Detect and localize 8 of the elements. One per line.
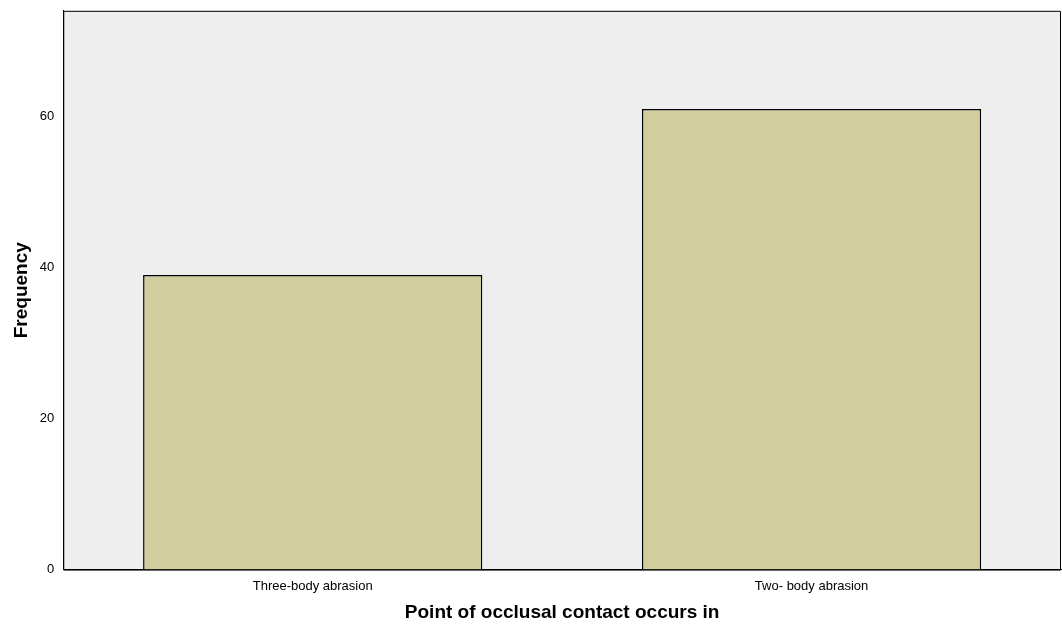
x-tick-label: Two- body abrasion — [754, 577, 869, 593]
x-axis-title: Point of occlusal contact occurs in — [404, 600, 720, 622]
y-tick-label: 40 — [39, 259, 55, 275]
y-tick-label: 20 — [39, 410, 55, 426]
y-tick-label: 60 — [39, 108, 55, 124]
y-tick-label: 0 — [47, 561, 55, 577]
y-axis-title: Frequency — [9, 241, 31, 339]
x-tick-label: Three-body abrasion — [252, 577, 373, 593]
